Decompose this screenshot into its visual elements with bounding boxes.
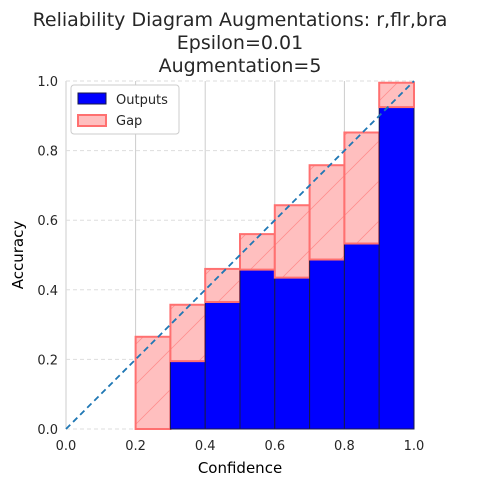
legend-gap-label: Gap <box>116 114 142 129</box>
legend: Outputs Gap <box>70 84 180 135</box>
output-bar-3 <box>239 269 276 430</box>
x-tick-label-1: 0.2 <box>125 439 146 454</box>
gap-outline-1 <box>169 303 207 363</box>
legend-gap-swatch <box>77 114 107 127</box>
y-tick-label-2: 0.4 <box>37 284 58 299</box>
gap-outline-6 <box>343 131 381 245</box>
gap-bar-0 <box>134 335 172 430</box>
bars <box>134 81 416 430</box>
x-tick-label-5: 1.0 <box>404 439 425 454</box>
y-tick-label-0: 0.0 <box>37 423 58 438</box>
output-bar-7 <box>378 106 415 430</box>
gap-bar-3 <box>239 233 276 271</box>
x-tick-label-4: 0.8 <box>334 439 355 454</box>
gap-bar-6 <box>343 131 381 245</box>
gap-bar-1 <box>169 303 207 363</box>
gap-bar-2 <box>204 267 241 303</box>
gap-bar-4 <box>273 204 311 279</box>
x-axis-label: Confidence <box>198 459 282 477</box>
y-tick-label-5: 1.0 <box>37 75 58 90</box>
output-bar-5 <box>309 259 345 430</box>
gap-bar-7 <box>378 81 416 109</box>
output-bar-2 <box>204 301 241 430</box>
x-tick-label-3: 0.6 <box>264 439 285 454</box>
gap-outline-0 <box>134 335 172 430</box>
y-tick-label-3: 0.6 <box>37 214 58 229</box>
legend-outputs-swatch <box>77 92 107 105</box>
gap-outline-5 <box>308 164 346 261</box>
chart-title-line-2: Epsilon=0.01 <box>177 32 303 54</box>
gap-outline-3 <box>239 233 276 271</box>
x-tick-label-2: 0.4 <box>195 439 216 454</box>
chart-title-line-3: Augmentation=5 <box>159 55 322 77</box>
chart-title-line-1: Reliability Diagram Augmentations: r,flr… <box>33 9 448 31</box>
gap-bar-5 <box>308 164 346 261</box>
output-bar-1 <box>169 360 206 430</box>
y-tick-label-1: 0.2 <box>37 353 58 368</box>
legend-outputs-label: Outputs <box>116 93 168 108</box>
x-tick-label-0: 0.0 <box>56 439 77 454</box>
perfect-calibration-line <box>65 80 415 430</box>
output-bar-4 <box>274 277 311 430</box>
axis-ticks: 0.0 0.2 0.4 0.6 0.8 1.0 0.0 0.2 0.4 0.6 0.8 1.0 <box>37 75 424 454</box>
y-tick-label-4: 0.8 <box>37 145 58 160</box>
y-axis-label: Accuracy <box>9 221 27 290</box>
gap-outline-2 <box>204 267 241 303</box>
output-bar-6 <box>343 243 380 430</box>
